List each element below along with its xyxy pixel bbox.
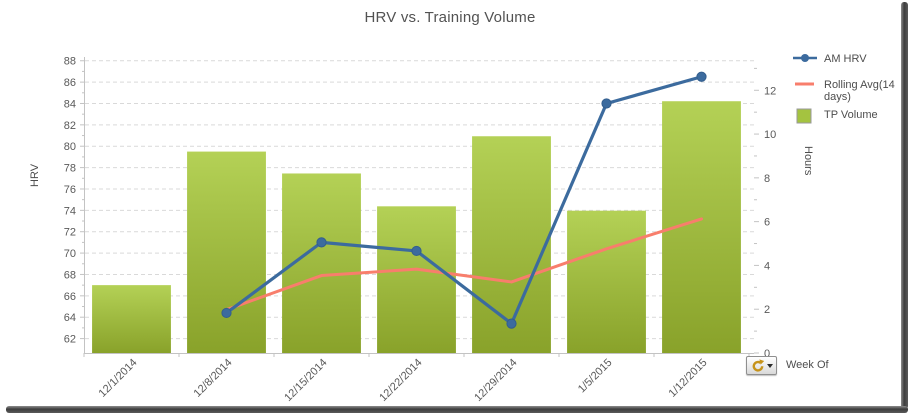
window-frame-right: [901, 2, 908, 409]
right-axis-tick-label: 10: [764, 129, 776, 141]
am-hrv-point: [221, 307, 232, 319]
left-axis-title: HRV: [29, 163, 41, 187]
box-marker-icon: [796, 108, 812, 124]
left-axis-tick-label: 68: [64, 269, 76, 281]
bar: [187, 151, 266, 353]
left-axis-tick-label: 78: [64, 163, 76, 175]
am-hrv-point: [506, 318, 517, 329]
rolling-avg-line: [225, 217, 703, 312]
x-axis-field-label: Week Of: [786, 359, 829, 371]
chevron-down-icon: [766, 363, 773, 368]
legend-item-rolling-avg: Rolling Avg(14 days): [792, 78, 898, 103]
right-axis-tick-label: 0: [764, 348, 770, 360]
x-axis-label: 1/12/2015: [667, 357, 710, 400]
legend-label: Rolling Avg(14 days): [824, 79, 895, 103]
left-axis-tick-label: 86: [64, 77, 76, 89]
x-axis-label: 12/1/2014: [97, 357, 140, 400]
bar: [472, 136, 551, 353]
bar: [92, 285, 171, 353]
window-frame-bottom: [6, 406, 908, 413]
bar: [377, 206, 456, 353]
x-axis-label: 12/22/2014: [377, 357, 424, 404]
legend-item-am-hrv: AM HRV: [792, 52, 898, 65]
line-marker-icon: [795, 82, 814, 86]
refresh-icon: [752, 358, 764, 372]
line-dot-marker-icon: [793, 54, 817, 62]
right-axis-tick-label: 2: [764, 304, 770, 316]
left-axis-tick-label: 88: [64, 56, 76, 68]
right-axis-title: Hours: [802, 146, 814, 176]
am-hrv-point: [696, 71, 707, 82]
chart-title: HRV vs. Training Volume: [364, 9, 536, 26]
x-axis-label: 12/8/2014: [192, 357, 235, 400]
bar: [567, 210, 646, 353]
x-axis-label: 12/29/2014: [472, 357, 519, 404]
legend-item-tp-volume: TP Volume: [792, 108, 898, 124]
left-axis-tick-label: 82: [64, 120, 76, 132]
right-axis-tick-label: 6: [764, 217, 770, 229]
right-axis-tick-label: 12: [764, 85, 776, 97]
left-axis-tick-label: 74: [64, 205, 76, 217]
am-hrv-point: [411, 245, 422, 257]
right-axis-tick-label: 8: [764, 173, 770, 185]
am-hrv-point: [316, 237, 327, 248]
left-axis-tick-label: 62: [64, 334, 76, 346]
left-axis-tick-label: 84: [64, 98, 76, 110]
am-hrv-line: [224, 75, 704, 326]
x-axis-label: 12/15/2014: [282, 357, 329, 404]
x-axis-label: 1/5/2015: [576, 357, 615, 396]
right-axis-tick-label: 4: [764, 260, 770, 272]
left-axis-tick-label: 64: [64, 312, 76, 324]
chart-legend: AM HRV Rolling Avg(14 days) TP Volume: [792, 52, 898, 124]
legend-label: TP Volume: [824, 109, 878, 121]
left-axis-tick-label: 70: [64, 248, 76, 260]
am-hrv-point: [601, 98, 612, 109]
left-axis-tick-label: 80: [64, 141, 76, 153]
left-axis-tick-label: 72: [64, 227, 76, 239]
legend-label: AM HRV: [824, 53, 867, 65]
left-axis-tick-label: 66: [64, 291, 76, 303]
left-axis-tick-label: 76: [64, 184, 76, 196]
pivot-field-refresh-button[interactable]: [746, 356, 777, 375]
